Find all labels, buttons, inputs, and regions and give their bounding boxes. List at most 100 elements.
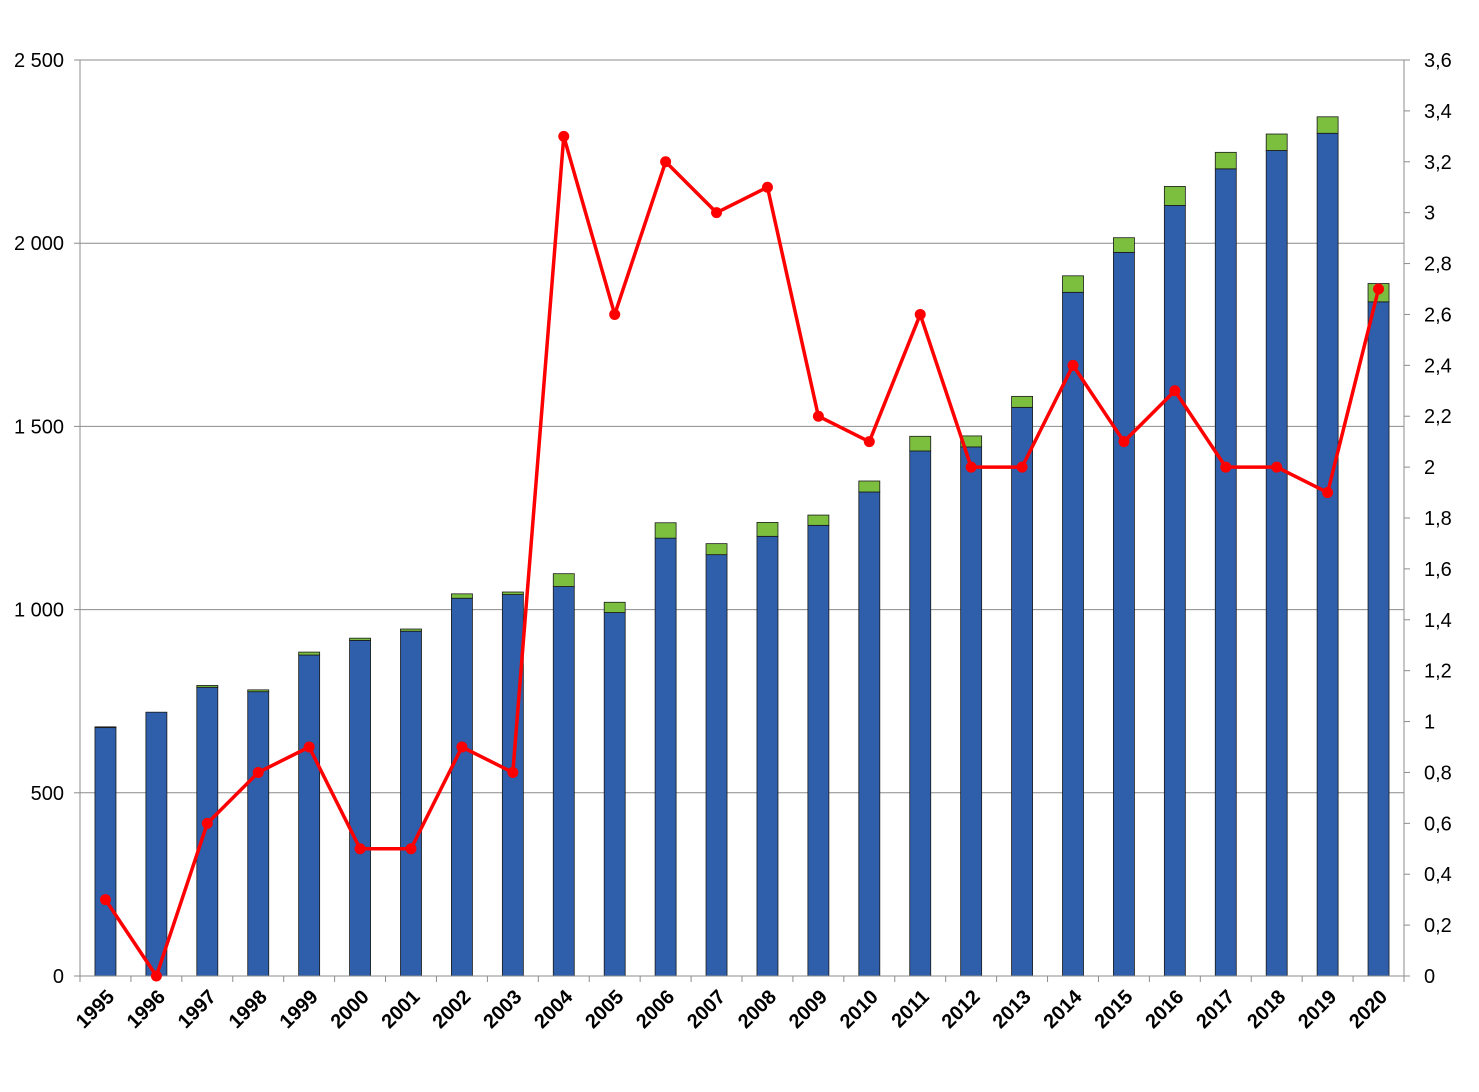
bar-main-segment bbox=[247, 691, 270, 977]
line-point bbox=[150, 970, 162, 982]
axes bbox=[74, 59, 1410, 982]
bar-main-segment bbox=[349, 639, 371, 977]
bar-main-segment bbox=[654, 537, 677, 977]
bar-main-segment bbox=[145, 711, 168, 977]
right-tick-label: 2,2 bbox=[1424, 406, 1452, 428]
bar-top-segment bbox=[858, 480, 881, 493]
line-point bbox=[99, 894, 111, 906]
line-point bbox=[354, 843, 366, 855]
line-point bbox=[456, 741, 468, 753]
right-tick-label: 1,4 bbox=[1424, 610, 1452, 632]
line-point bbox=[914, 308, 926, 320]
bars bbox=[94, 116, 1390, 977]
bar-top-segment bbox=[603, 601, 626, 613]
bar-top-segment bbox=[1113, 237, 1135, 253]
line-point bbox=[863, 436, 875, 448]
line-point bbox=[761, 181, 773, 193]
gridlines bbox=[80, 59, 1404, 794]
line-path bbox=[104, 134, 1381, 978]
right-tick-label: 1 bbox=[1424, 712, 1435, 734]
bar-main-segment bbox=[400, 630, 422, 977]
right-tick-label: 0,2 bbox=[1424, 915, 1452, 937]
bar-main-segment bbox=[756, 535, 779, 977]
bar-main-segment bbox=[451, 597, 473, 977]
right-tick-label: 0,6 bbox=[1424, 813, 1452, 835]
x-tick-label: 2017 bbox=[1192, 986, 1239, 1033]
x-tick-label: 2006 bbox=[632, 986, 679, 1033]
right-tick-label: 2,4 bbox=[1424, 355, 1452, 377]
line-point bbox=[507, 766, 519, 778]
line-point bbox=[405, 843, 417, 855]
x-tick-label: 2015 bbox=[1090, 986, 1137, 1033]
bar-main-segment bbox=[858, 491, 881, 977]
right-tick-label: 2,8 bbox=[1424, 254, 1452, 276]
line-point bbox=[711, 207, 723, 219]
x-tick-label: 1999 bbox=[276, 986, 323, 1033]
right-tick-label: 2 bbox=[1424, 457, 1435, 479]
x-tick-label: 1998 bbox=[225, 986, 272, 1033]
x-tick-label: 2001 bbox=[378, 986, 425, 1033]
bar-top-segment bbox=[909, 435, 932, 452]
bar-main-segment bbox=[1163, 205, 1186, 977]
x-tick-label: 1997 bbox=[174, 986, 221, 1033]
bar-main-segment bbox=[1011, 406, 1033, 977]
bar-main-segment bbox=[94, 727, 117, 977]
left-tick-label: 2 500 bbox=[14, 50, 64, 72]
bar-main-segment bbox=[1214, 168, 1237, 977]
x-tick-label: 2010 bbox=[836, 986, 883, 1033]
line-point bbox=[303, 741, 315, 753]
bar-main-segment bbox=[1113, 251, 1135, 977]
x-tick-label: 2008 bbox=[734, 986, 781, 1033]
bar-main-segment bbox=[960, 446, 983, 977]
right-tick-label: 0,4 bbox=[1424, 864, 1452, 886]
line-point bbox=[812, 410, 824, 422]
bar-top-segment bbox=[1316, 116, 1339, 134]
x-tick-label: 2014 bbox=[1040, 985, 1088, 1033]
right-tick-label: 1,2 bbox=[1424, 661, 1452, 683]
line-point bbox=[1271, 461, 1283, 473]
line-point bbox=[1373, 283, 1385, 295]
bar-main-segment bbox=[501, 594, 524, 977]
bar-top-segment bbox=[654, 522, 677, 539]
x-tick-label: 2012 bbox=[938, 986, 985, 1033]
x-tick-label: 2007 bbox=[683, 986, 730, 1033]
line-series bbox=[99, 130, 1385, 982]
x-tick-label: 2004 bbox=[530, 985, 578, 1033]
x-tick-label: 1996 bbox=[123, 986, 170, 1033]
right-tick-label: 3,4 bbox=[1424, 101, 1452, 123]
bar-main-segment bbox=[603, 612, 626, 977]
line-point bbox=[1067, 359, 1079, 371]
x-tick-label: 1995 bbox=[72, 986, 119, 1033]
bar-top-segment bbox=[247, 689, 270, 693]
left-axis-ticks: 0 500 1 000 1 500 2 000 2 500 bbox=[14, 50, 64, 988]
x-tick-label: 2003 bbox=[479, 986, 526, 1033]
x-tick-label: 2018 bbox=[1243, 986, 1290, 1033]
right-tick-label: 3,6 bbox=[1424, 50, 1452, 72]
x-tick-label: 2019 bbox=[1294, 986, 1341, 1033]
line-point bbox=[1118, 436, 1130, 448]
right-axis-ticks: 0 0,2 0,4 0,6 0,8 1 1,2 1,4 1,6 1,8 2 2,2 2,4 2,6 2,8 3… bbox=[1424, 50, 1452, 988]
bar-main-segment bbox=[196, 686, 219, 977]
line-point bbox=[660, 156, 672, 168]
bar-top-segment bbox=[400, 628, 422, 632]
left-tick-label: 1 000 bbox=[14, 600, 64, 622]
line-point bbox=[201, 817, 213, 829]
bar-top-segment bbox=[552, 573, 575, 587]
bar-main-segment bbox=[1367, 301, 1390, 977]
left-tick-label: 500 bbox=[31, 783, 64, 805]
right-tick-label: 2,6 bbox=[1424, 304, 1452, 326]
bar-main-segment bbox=[552, 586, 575, 977]
line-point bbox=[1322, 487, 1334, 499]
left-tick-label: 2 000 bbox=[14, 233, 64, 255]
left-tick-label: 0 bbox=[53, 966, 64, 988]
line-point bbox=[558, 130, 570, 142]
right-tick-label: 3 bbox=[1424, 203, 1435, 225]
bar-top-segment bbox=[756, 521, 779, 537]
bar-top-segment bbox=[349, 637, 371, 641]
bar-top-segment bbox=[1163, 186, 1186, 206]
bar-main-segment bbox=[1062, 291, 1084, 977]
x-tick-label: 2013 bbox=[989, 986, 1036, 1033]
line-point bbox=[1016, 461, 1028, 473]
x-tick-label: 2016 bbox=[1141, 986, 1188, 1033]
